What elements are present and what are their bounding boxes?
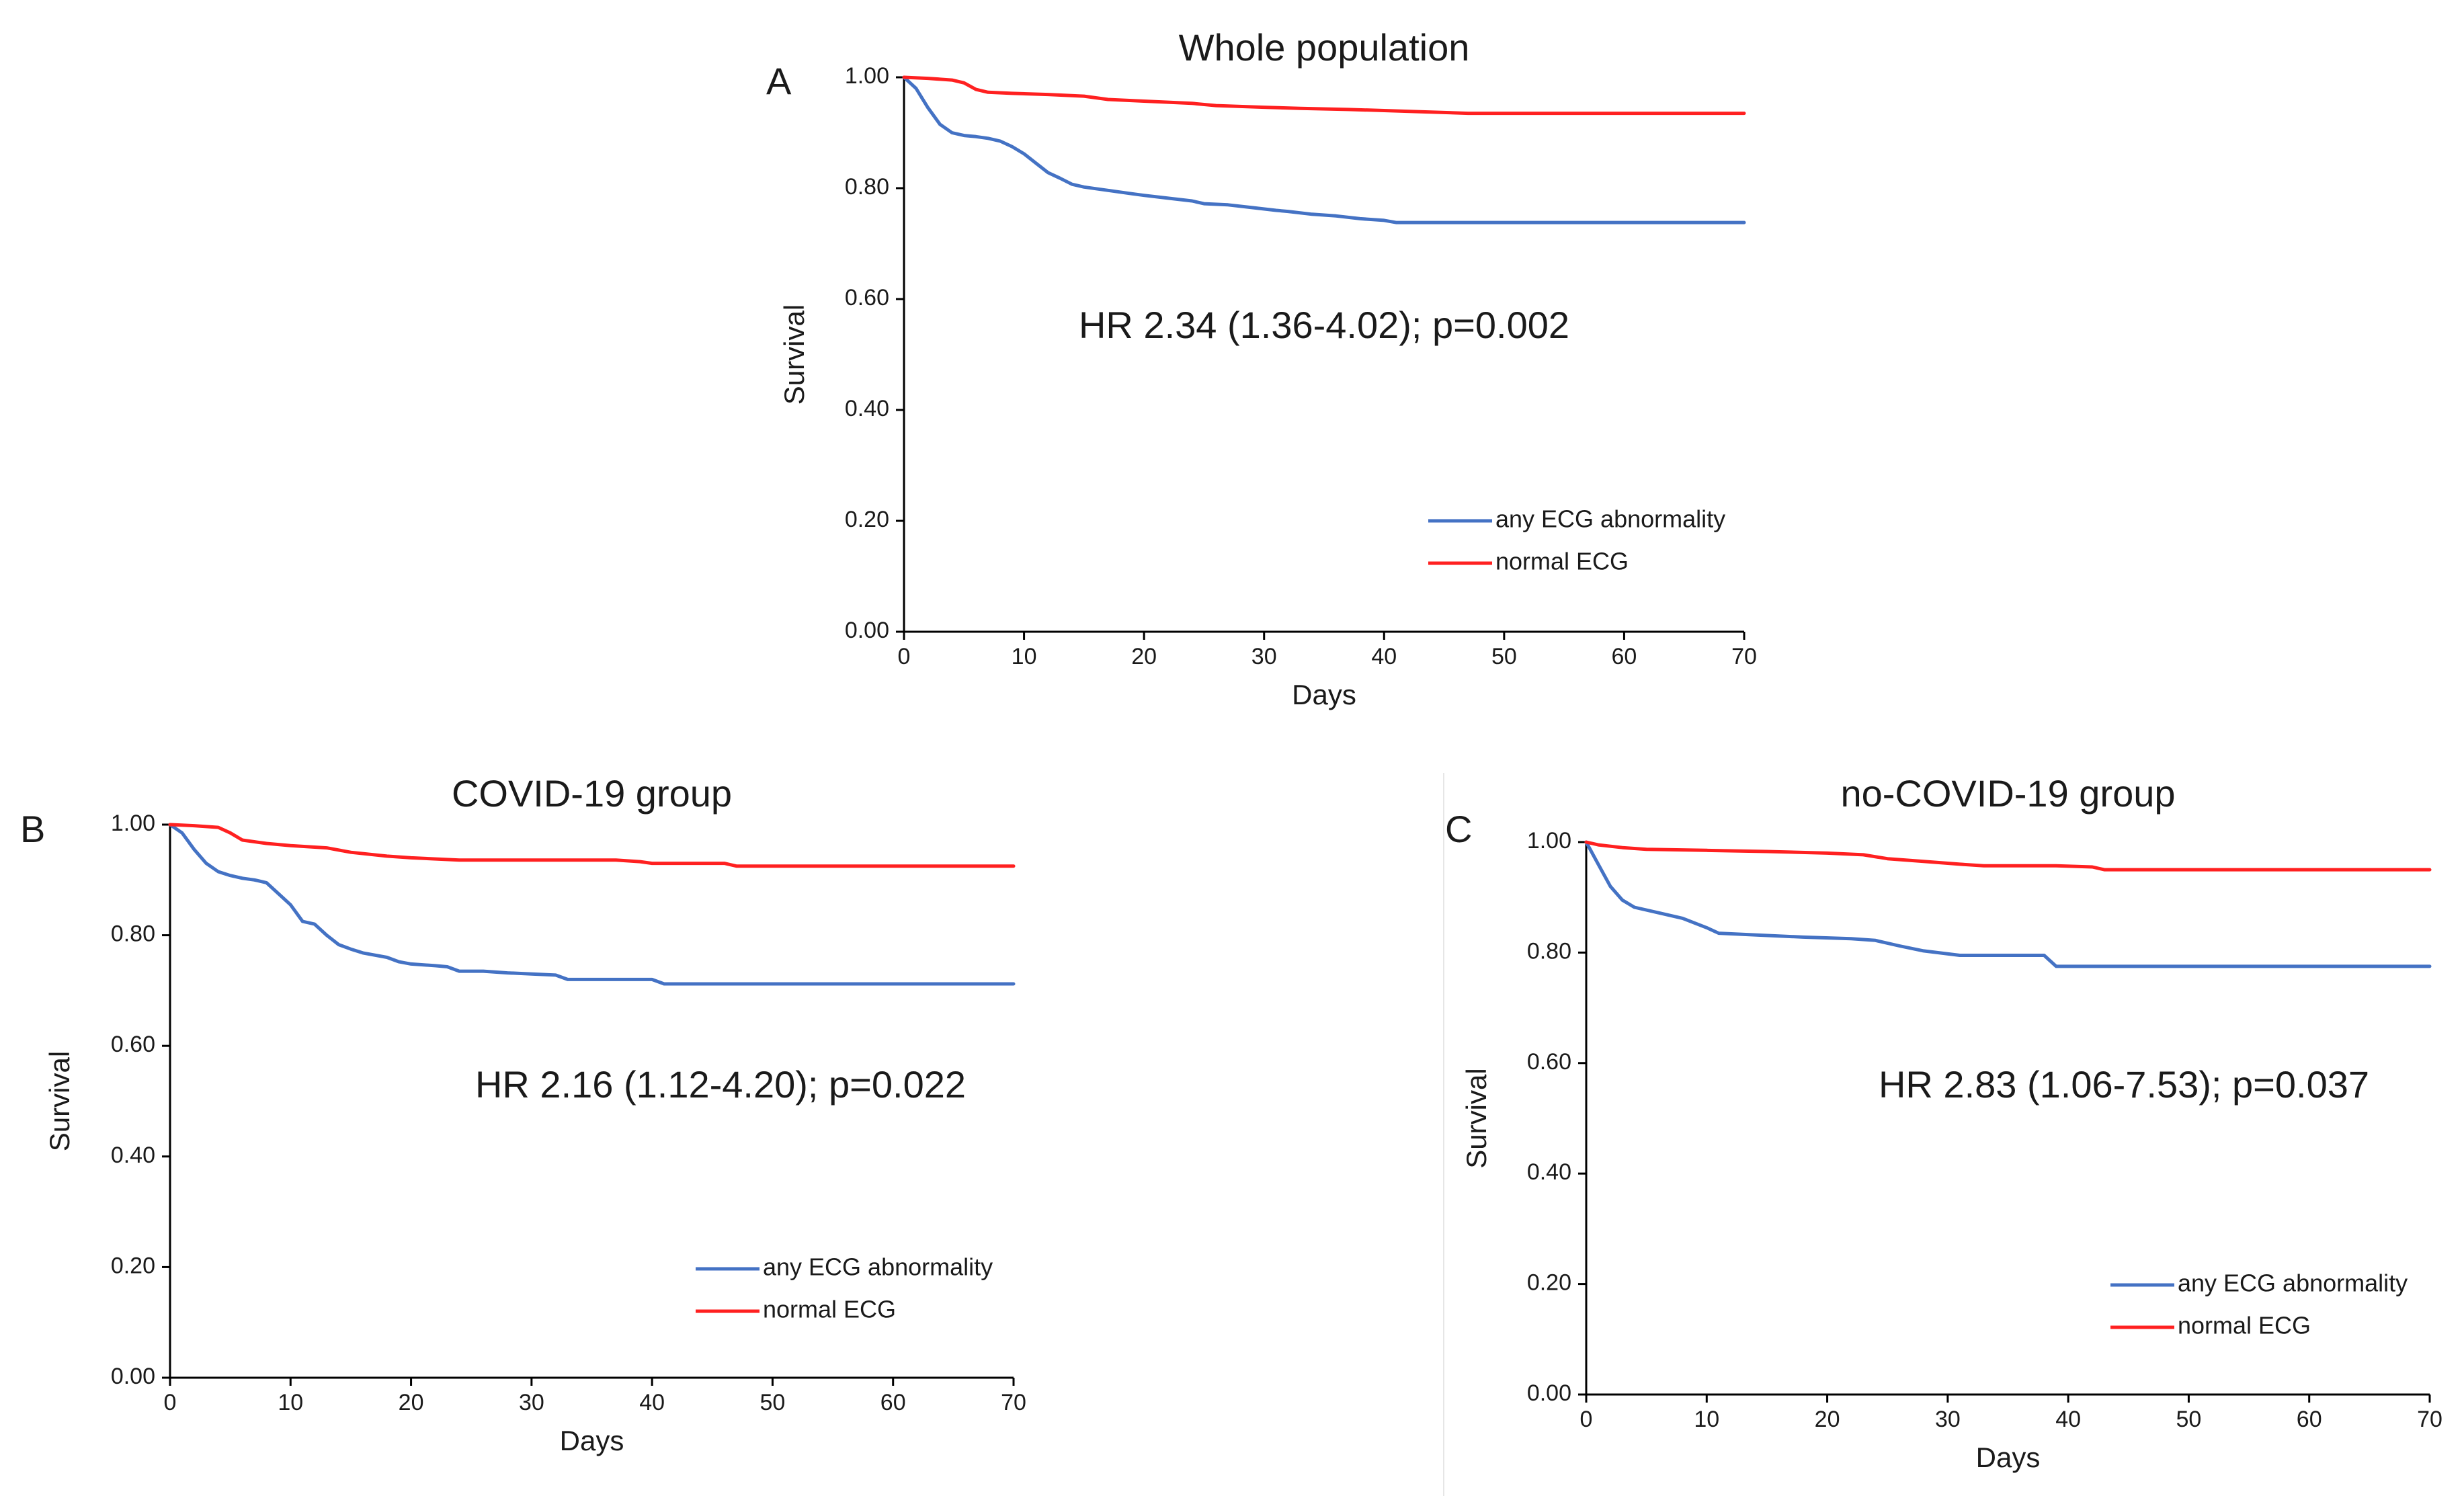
hazard-ratio-annotation: HR 2.16 (1.12-4.20); p=0.022: [475, 1063, 966, 1106]
panel-label: C: [1445, 808, 1472, 850]
y-tick-label: 0.60: [845, 285, 889, 310]
x-tick-label: 40: [2055, 1407, 2081, 1432]
series-line-any-ecg-abnormality: [1584, 840, 2432, 968]
legend-label: normal ECG: [2178, 1312, 2311, 1339]
chart-title: COVID-19 group: [452, 772, 732, 815]
series-line-any-ecg-abnormality: [902, 75, 1746, 224]
x-tick-label: 20: [399, 1390, 424, 1415]
y-axis-label: Survival: [778, 304, 810, 405]
y-tick-label: 0.80: [1527, 938, 1571, 964]
x-tick-label: 0: [164, 1390, 177, 1415]
hazard-ratio-annotation: HR 2.83 (1.06-7.53); p=0.037: [1879, 1063, 2369, 1106]
x-tick-label: 70: [2417, 1407, 2442, 1432]
legend-label: any ECG abnormality: [763, 1253, 993, 1281]
x-tick-label: 50: [1491, 644, 1517, 669]
x-tick-label: 70: [1731, 644, 1757, 669]
chart-title: no-COVID-19 group: [1840, 772, 2175, 815]
series-line-any-ecg-abnormality: [168, 823, 1016, 986]
legend: any ECG abnormality normal ECG: [2110, 1270, 2408, 1339]
panel-label: B: [20, 808, 45, 850]
panel-b: B COVID-19 group 0.00 0.20 0.40 0.60 0.80 1.00 0…: [20, 772, 1026, 1456]
y-tick-label: 0.60: [111, 1032, 155, 1057]
y-tick-label: 0.80: [111, 921, 155, 947]
y-tick-label: 1.00: [111, 811, 155, 836]
x-tick-label: 10: [278, 1390, 303, 1415]
x-tick-label: 20: [1815, 1407, 1840, 1432]
legend-label: normal ECG: [763, 1296, 896, 1323]
y-tick-label: 0.80: [845, 174, 889, 200]
y-axis-label: Survival: [1461, 1068, 1492, 1168]
y-tick-label: 1.00: [1527, 828, 1571, 854]
y-tick-label: 0.40: [111, 1142, 155, 1168]
series-line-normal-ecg: [1584, 840, 2432, 872]
y-tick-label: 0.60: [1527, 1049, 1571, 1075]
y-tick-label: 0.00: [845, 618, 889, 643]
chart-title: Whole population: [1179, 26, 1470, 69]
x-tick-label: 30: [1935, 1407, 1961, 1432]
series-line-normal-ecg: [902, 75, 1746, 116]
legend: any ECG abnormality normal ECG: [696, 1253, 993, 1323]
legend-label: any ECG abnormality: [2178, 1270, 2408, 1297]
series-line-normal-ecg: [168, 823, 1016, 868]
legend-label: normal ECG: [1495, 548, 1629, 575]
x-axis-label: Days: [560, 1425, 624, 1456]
x-tick-label: 30: [1251, 644, 1277, 669]
panel-c: Cno-COVID-19 group 0.00 0.20 0.40 0.60 0.80 1.…: [1445, 772, 2442, 1473]
x-tick-label: 0: [1580, 1407, 1593, 1432]
x-tick-label: 70: [1001, 1390, 1026, 1415]
hazard-ratio-annotation: HR 2.34 (1.36-4.02); p=0.002: [1079, 304, 1569, 346]
y-tick-label: 0.40: [845, 396, 889, 421]
legend-label: any ECG abnormality: [1495, 505, 1725, 533]
x-tick-label: 10: [1012, 644, 1037, 669]
x-tick-label: 0: [898, 644, 911, 669]
x-tick-label: 30: [519, 1390, 544, 1415]
legend: any ECG abnormality normal ECG: [1428, 505, 1725, 575]
y-axis-label: Survival: [44, 1051, 75, 1151]
x-tick-label: 50: [760, 1390, 786, 1415]
y-tick-label: 0.20: [1527, 1270, 1571, 1296]
x-axis-label: Days: [1976, 1442, 2041, 1473]
x-tick-label: 40: [639, 1390, 665, 1415]
y-tick-label: 0.40: [1527, 1159, 1571, 1185]
panel-label: A: [766, 60, 792, 102]
x-tick-label: 50: [2176, 1407, 2202, 1432]
x-tick-label: 60: [1612, 644, 1637, 669]
x-tick-label: 60: [880, 1390, 906, 1415]
x-tick-label: 20: [1131, 644, 1157, 669]
panel-a: A Whole population 0.00 0.20 0.40 0.60 0.80 1.0…: [766, 26, 1757, 710]
x-tick-label: 40: [1371, 644, 1397, 669]
y-tick-label: 1.00: [845, 63, 889, 89]
x-tick-label: 60: [2297, 1407, 2322, 1432]
y-tick-label: 0.00: [1527, 1380, 1571, 1406]
x-axis-label: Days: [1292, 679, 1356, 710]
y-tick-label: 0.00: [111, 1364, 155, 1389]
y-tick-label: 0.20: [845, 507, 889, 532]
y-tick-label: 0.20: [111, 1253, 155, 1278]
x-tick-label: 10: [1694, 1407, 1719, 1432]
